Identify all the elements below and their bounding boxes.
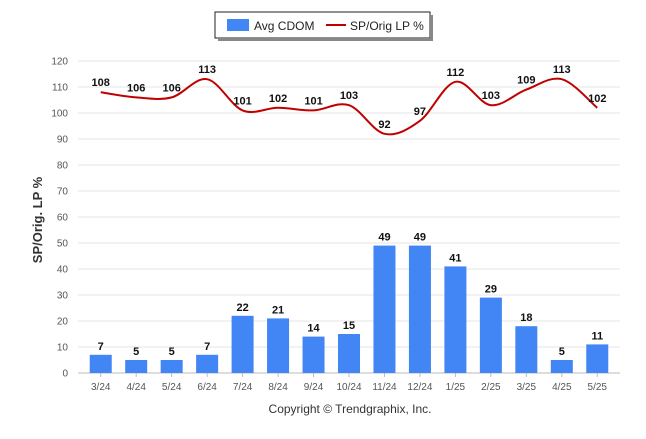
bar [89, 354, 112, 373]
line-value-label: 109 [517, 75, 535, 87]
line-value-label: 102 [269, 93, 287, 105]
line-sp-orig-lp [100, 77, 598, 136]
line-value-label: 97 [414, 106, 426, 118]
x-tick-label: 5/25 [588, 382, 608, 393]
line-value-label: 112 [447, 67, 465, 79]
y-axis-title: SP/Orig. LP % [30, 176, 45, 263]
gridlines [78, 60, 620, 374]
x-tick-label: 3/25 [517, 382, 537, 393]
line-value-label: 103 [340, 90, 358, 102]
y-axis-ticks: 0 10 20 30 40 50 60 70 80 90 100 110 120 [51, 57, 68, 380]
x-tick-label: 6/24 [197, 382, 217, 393]
line-value-label: 106 [162, 82, 180, 94]
bar-value-label: 21 [272, 304, 284, 316]
bar-value-label: 22 [236, 302, 248, 314]
y-tick-label: 120 [51, 57, 68, 68]
bar-value-label: 15 [343, 320, 355, 332]
bar [515, 326, 538, 373]
legend-line-label: SP/Orig LP % [350, 19, 424, 33]
bar [373, 245, 396, 373]
bar [196, 354, 219, 373]
legend: Avg CDOM SP/Orig LP % [214, 11, 433, 41]
bar [338, 334, 360, 373]
bar [125, 360, 148, 373]
bar-value-label: 5 [133, 346, 139, 358]
bar [302, 336, 325, 373]
line-value-label: 102 [588, 93, 606, 105]
x-tick-label: 5/24 [162, 382, 182, 393]
y-tick-label: 50 [57, 239, 69, 250]
y-tick-label: 10 [57, 343, 69, 354]
bars-avg-cdom [89, 245, 609, 373]
bar [231, 315, 254, 373]
line-value-label: 101 [233, 95, 251, 107]
bar [160, 360, 183, 373]
bar-value-label: 11 [591, 330, 603, 342]
x-tick-label: 12/24 [407, 382, 432, 393]
bar-value-label: 7 [204, 341, 210, 353]
line-value-label: 113 [198, 64, 216, 76]
bar [267, 318, 290, 373]
x-tick-label: 4/25 [552, 382, 572, 393]
line-value-label: 108 [92, 77, 110, 89]
line-value-label: 101 [304, 95, 322, 107]
y-tick-label: 20 [57, 317, 69, 328]
bar-value-label: 5 [169, 346, 175, 358]
y-tick-label: 70 [57, 187, 69, 198]
x-tick-label: 7/24 [233, 382, 253, 393]
bar [586, 344, 609, 373]
y-tick-label: 80 [57, 161, 69, 172]
legend-bar-swatch [227, 19, 249, 31]
bar [550, 360, 573, 373]
bar-value-label: 5 [559, 346, 565, 358]
bar-value-label: 41 [449, 252, 461, 264]
line-value-label: 103 [482, 90, 500, 102]
bar-value-label: 49 [414, 232, 426, 244]
y-tick-label: 40 [57, 265, 69, 276]
x-tick-label: 11/24 [372, 382, 397, 393]
bar-value-label: 7 [98, 341, 104, 353]
bar-value-label: 14 [307, 323, 320, 335]
x-tick-label: 2/25 [481, 382, 501, 393]
legend-shadow-right [430, 15, 433, 41]
x-tick-label: 10/24 [336, 382, 361, 393]
line-value-label: 92 [378, 119, 390, 131]
x-axis-ticks: 3/24 4/24 5/24 6/24 7/24 8/24 9/24 10/24 11/24 12… [91, 373, 607, 393]
y-tick-label: 90 [57, 135, 69, 146]
bar-value-label: 18 [520, 312, 532, 324]
series-line [100, 77, 598, 136]
y-tick-label: 60 [57, 213, 69, 224]
y-tick-label: 110 [52, 83, 68, 94]
bar-value-label: 29 [485, 284, 497, 296]
y-tick-label: 100 [51, 109, 68, 120]
y-tick-label: 0 [62, 369, 68, 380]
y-tick-label: 30 [57, 291, 69, 302]
bar-value-label: 49 [378, 232, 390, 244]
bar [479, 297, 502, 373]
bar [444, 266, 467, 373]
data-labels: 7 5 5 7 22 21 14 15 49 49 41 29 18 5 11 108 106 106 113 101… [92, 64, 607, 358]
x-tick-label: 1/25 [446, 382, 466, 393]
line-value-label: 113 [553, 64, 571, 76]
line-value-label: 106 [127, 82, 145, 94]
legend-shadow-bottom [218, 38, 433, 41]
bar [408, 245, 431, 373]
x-tick-label: 9/24 [304, 382, 324, 393]
legend-bar-label: Avg CDOM [254, 19, 314, 33]
x-tick-label: 4/24 [126, 382, 146, 393]
copyright-text: Copyright © Trendgraphix, Inc. [269, 402, 432, 416]
x-tick-label: 3/24 [91, 382, 111, 393]
x-tick-label: 8/24 [268, 382, 288, 393]
